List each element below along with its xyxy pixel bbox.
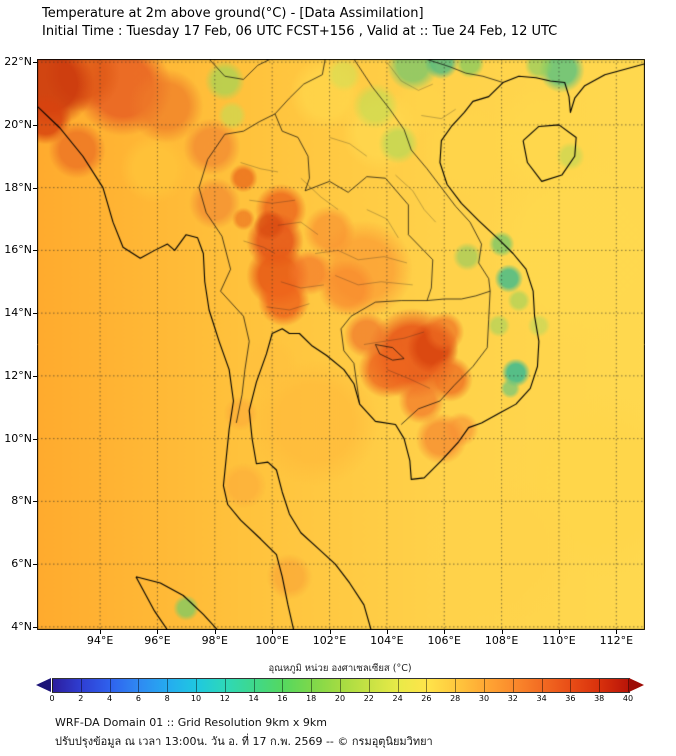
y-axis-tick-label: 6°N bbox=[11, 557, 32, 571]
colorbar-tick bbox=[196, 679, 197, 692]
y-axis-tick-label: 20°N bbox=[4, 117, 32, 131]
y-axis-tick bbox=[33, 124, 37, 126]
colorbar-tick bbox=[599, 679, 601, 692]
colorbar-tick bbox=[253, 679, 255, 692]
x-axis-tick bbox=[444, 630, 446, 634]
colorbar-tick bbox=[52, 679, 53, 692]
colorbar-tick bbox=[138, 679, 140, 692]
x-axis-tick bbox=[214, 630, 216, 634]
colorbar-tick-label: 20 bbox=[334, 694, 346, 703]
x-axis-tick-label: 96°E bbox=[144, 634, 171, 647]
x-axis-tick bbox=[329, 630, 331, 634]
x-axis-tick-label: 108°E bbox=[484, 634, 519, 647]
y-axis-tick-label: 16°N bbox=[4, 243, 32, 257]
colorbar-tick-label: 24 bbox=[392, 694, 403, 703]
colorbar-tick-label: 8 bbox=[164, 694, 170, 703]
x-axis-tick-label: 104°E bbox=[370, 634, 404, 647]
colorbar-tick-label: 12 bbox=[219, 694, 230, 703]
colorbar-tick bbox=[311, 679, 313, 692]
colorbar-tick bbox=[628, 679, 629, 692]
x-axis-tick bbox=[558, 630, 560, 634]
colorbar-tick bbox=[340, 679, 341, 692]
colorbar-tick bbox=[426, 679, 428, 692]
y-axis-tick bbox=[33, 626, 37, 628]
colorbar-left-arrow bbox=[36, 678, 51, 692]
colorbar-tick bbox=[224, 679, 226, 692]
x-axis-tick-label: 102°E bbox=[312, 634, 347, 647]
y-axis-tick bbox=[33, 187, 37, 189]
x-axis-tick bbox=[272, 630, 274, 634]
colorbar-tick-label: 22 bbox=[363, 694, 374, 703]
colorbar-tick bbox=[541, 679, 543, 692]
x-axis-tick bbox=[616, 630, 618, 634]
x-axis-tick-label: 100°E bbox=[255, 634, 289, 647]
x-axis-tick-label: 112°E bbox=[599, 634, 634, 647]
colorbar-tick-label: 18 bbox=[306, 694, 317, 703]
y-axis-tick bbox=[33, 62, 37, 64]
colorbar-tick-label: 6 bbox=[135, 694, 141, 703]
footer-update-info: ปรับปรุงข้อมูล ณ เวลา 13:00น. วัน อ. ที่… bbox=[55, 735, 433, 748]
colorbar-tick-label: 40 bbox=[622, 694, 634, 703]
y-axis-tick-label: 22°N bbox=[4, 55, 32, 69]
y-axis-tick-label: 14°N bbox=[4, 306, 32, 320]
y-axis-tick bbox=[33, 375, 37, 377]
y-axis-tick-label: 10°N bbox=[4, 431, 32, 445]
x-axis-tick bbox=[157, 630, 159, 634]
colorbar-tick bbox=[397, 679, 399, 692]
x-axis-tick bbox=[386, 630, 388, 634]
colorbar-tick bbox=[368, 679, 370, 692]
temperature-heatmap-canvas bbox=[37, 59, 645, 630]
y-axis-tick-label: 18°N bbox=[4, 180, 32, 194]
colorbar-tick-label: 34 bbox=[536, 694, 547, 703]
y-axis-tick-label: 8°N bbox=[11, 494, 32, 508]
colorbar-tick bbox=[282, 679, 284, 692]
colorbar-right-arrow bbox=[629, 678, 644, 692]
page-title: Temperature at 2m above ground(°C) - [Da… bbox=[42, 6, 424, 21]
colorbar-tick-label: 32 bbox=[507, 694, 518, 703]
colorbar-tick bbox=[109, 679, 111, 692]
x-axis-tick-label: 94°E bbox=[86, 634, 114, 647]
colorbar-tick-label: 38 bbox=[594, 694, 605, 703]
colorbar-tick-label: 30 bbox=[478, 694, 490, 703]
x-axis-tick-label: 110°E bbox=[542, 634, 576, 647]
colorbar-tick bbox=[80, 679, 82, 692]
footer-domain-info: WRF-DA Domain 01 :: Grid Resolution 9km … bbox=[55, 716, 327, 729]
colorbar-tick-label: 14 bbox=[248, 694, 259, 703]
colorbar-tick-label: 28 bbox=[450, 694, 461, 703]
y-axis-tick bbox=[33, 501, 37, 503]
colorbar-tick bbox=[570, 679, 572, 692]
x-axis-tick bbox=[100, 630, 102, 634]
y-axis-tick-label: 4°N bbox=[11, 619, 32, 633]
y-axis-tick bbox=[33, 564, 37, 566]
colorbar-label: อุณหภูมิ หน่วย องศาเซลเซียส (°C) bbox=[268, 663, 412, 674]
colorbar-tick-label: 26 bbox=[421, 694, 432, 703]
colorbar-tick-label: 4 bbox=[107, 694, 113, 703]
page-subtitle: Initial Time : Tuesday 17 Feb, 06 UTC FC… bbox=[42, 24, 558, 39]
colorbar-tick-label: 10 bbox=[190, 694, 202, 703]
colorbar-tick-label: 16 bbox=[277, 694, 288, 703]
colorbar-tick-label: 0 bbox=[49, 694, 55, 703]
colorbar-tick-label: 2 bbox=[78, 694, 84, 703]
temperature-map bbox=[37, 59, 645, 630]
colorbar-tick bbox=[512, 679, 514, 692]
colorbar-tick bbox=[167, 679, 169, 692]
y-axis-tick-label: 12°N bbox=[4, 368, 32, 382]
x-axis-tick-label: 106°E bbox=[427, 634, 461, 647]
x-axis-tick bbox=[501, 630, 503, 634]
colorbar-tick-label: 36 bbox=[565, 694, 576, 703]
y-axis-tick bbox=[33, 313, 37, 315]
colorbar-tick bbox=[455, 679, 457, 692]
y-axis-tick bbox=[33, 438, 37, 440]
colorbar-tick bbox=[484, 679, 485, 692]
x-axis-tick-label: 98°E bbox=[201, 634, 229, 647]
y-axis-tick bbox=[33, 250, 37, 252]
